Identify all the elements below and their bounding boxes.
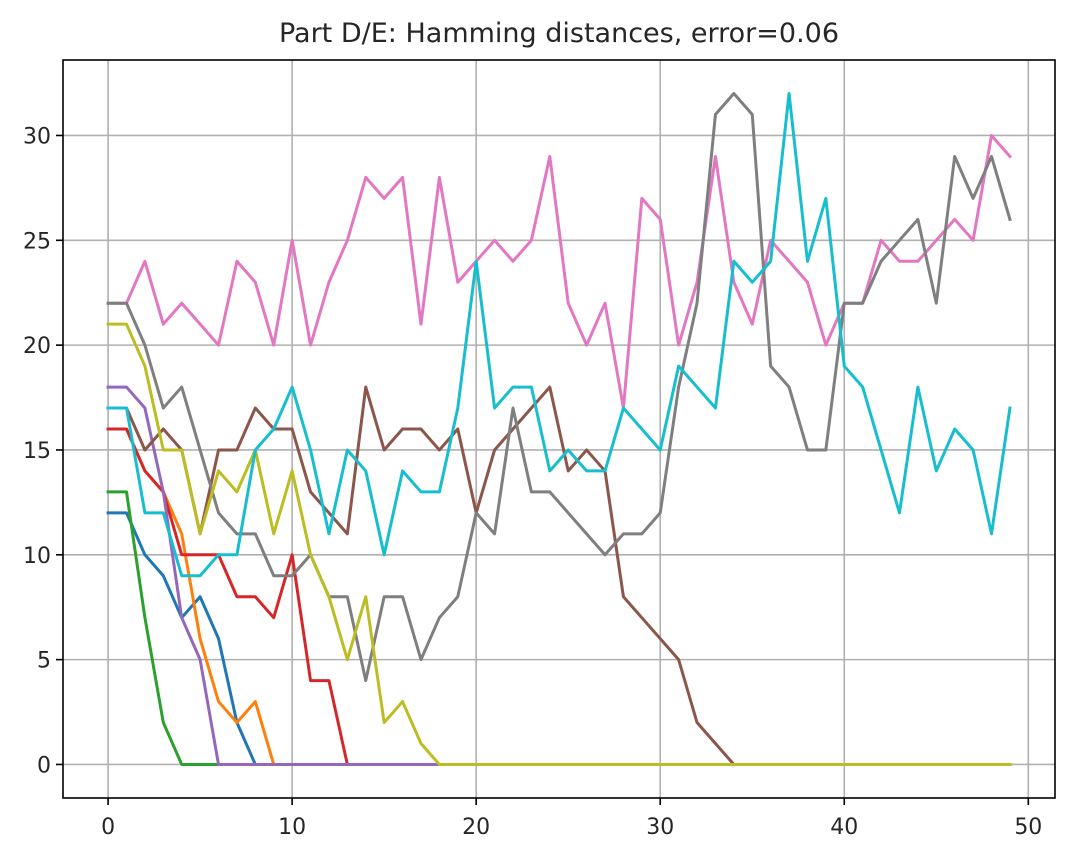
y-tick-label: 10 <box>23 544 51 569</box>
x-tick-label: 50 <box>1014 815 1042 840</box>
y-tick-label: 5 <box>37 649 51 674</box>
x-tick-label: 0 <box>101 815 115 840</box>
y-tick-label: 25 <box>23 229 51 254</box>
axis-ticks: 0 10 20 30 40 50 0 5 10 15 20 25 30 <box>23 124 1042 840</box>
y-tick-label: 15 <box>23 439 51 464</box>
y-tick-label: 20 <box>23 334 51 359</box>
series-line-8 <box>106 92 1012 683</box>
chart-title: Part D/E: Hamming distances, error=0.06 <box>279 18 839 49</box>
grid-lines <box>63 60 1055 798</box>
y-tick-label: 30 <box>23 124 51 149</box>
y-tick-label: 0 <box>37 753 51 778</box>
x-tick-label: 30 <box>646 815 674 840</box>
series-line-10 <box>106 92 1012 578</box>
x-tick-label: 10 <box>278 815 306 840</box>
series-line-9 <box>106 322 1012 766</box>
plot-area-frame <box>62 59 1056 799</box>
series-lines <box>106 92 1013 766</box>
x-tick-label: 40 <box>830 815 858 840</box>
x-tick-label: 20 <box>462 815 490 840</box>
